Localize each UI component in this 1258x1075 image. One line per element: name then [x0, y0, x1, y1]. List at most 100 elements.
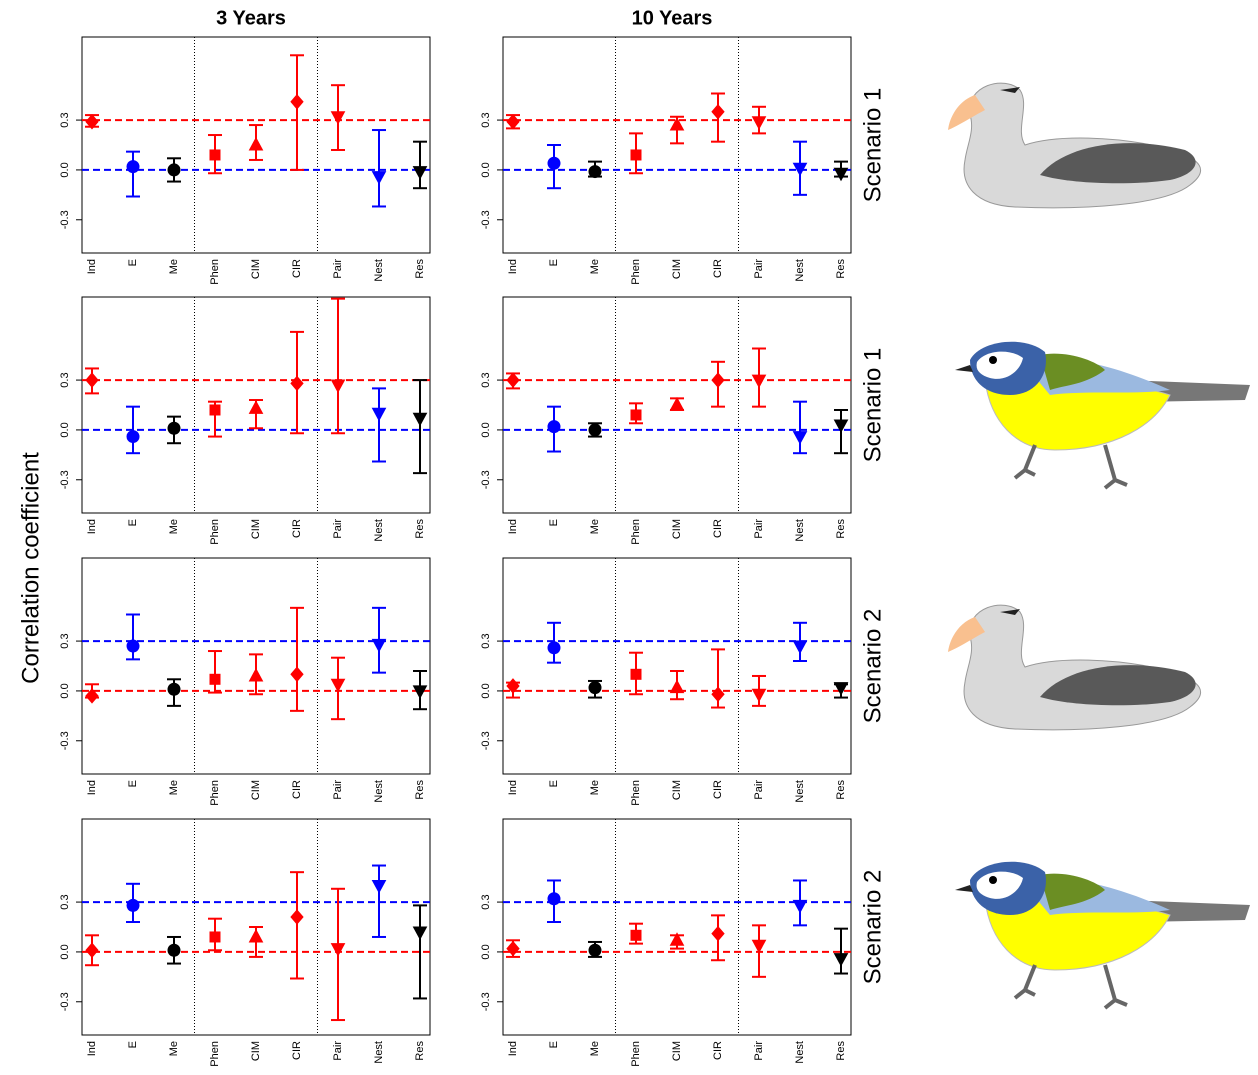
row-label: Scenario 2: [859, 609, 886, 724]
x-tick-label: CIR: [291, 780, 303, 799]
y-tick-label: 0.3: [59, 633, 71, 648]
x-tick-label: CIR: [712, 259, 724, 278]
x-tick-label: Me: [168, 780, 180, 795]
y-tick-label: 0.0: [480, 683, 492, 698]
x-tick-label: Me: [589, 780, 601, 795]
point: [589, 682, 601, 694]
point: [794, 900, 807, 912]
point: [414, 413, 427, 425]
point: [86, 943, 98, 957]
y-tick-label: -0.3: [59, 992, 71, 1011]
x-tick-label: Phen: [209, 259, 221, 285]
y-tick-label: 0.0: [59, 422, 71, 437]
point: [250, 138, 263, 150]
y-tick-label: -0.3: [59, 210, 71, 229]
point: [168, 944, 180, 956]
y-tick-label: 0.0: [59, 683, 71, 698]
point: [291, 376, 303, 390]
point: [250, 669, 263, 681]
blue-tit-illustration: [955, 862, 1250, 1008]
point: [210, 405, 220, 415]
x-tick-label: Ind: [507, 519, 519, 534]
point: [168, 422, 180, 434]
row-label: Scenario 2: [859, 870, 886, 985]
x-tick-label: Nest: [794, 780, 806, 803]
y-tick-label: 0.3: [59, 112, 71, 127]
x-tick-label: Me: [168, 259, 180, 274]
x-tick-label: CIR: [291, 519, 303, 538]
page: Correlation coefficient 3 Years10 YearsS…: [0, 0, 1258, 1075]
x-tick-label: Ind: [507, 259, 519, 274]
point: [548, 642, 560, 654]
y-tick-label: 0.0: [480, 422, 492, 437]
x-tick-label: Pair: [753, 780, 765, 800]
y-tick-label: 0.3: [59, 894, 71, 909]
x-tick-label: E: [127, 519, 139, 526]
x-tick-label: E: [127, 780, 139, 787]
point: [210, 932, 220, 942]
x-tick-label: Ind: [86, 1041, 98, 1056]
y-axis-title: Correlation coefficient: [17, 452, 44, 684]
point: [332, 679, 345, 691]
column-title: 3 Years: [216, 7, 286, 29]
row-label: Scenario 1: [859, 348, 886, 463]
x-tick-label: E: [548, 780, 560, 787]
x-tick-label: Res: [835, 259, 847, 279]
x-tick-label: Res: [414, 1041, 426, 1061]
y-tick-label: 0.3: [59, 372, 71, 387]
point: [753, 117, 766, 129]
x-tick-label: Pair: [332, 780, 344, 800]
plot-frame: [503, 819, 851, 1035]
x-tick-label: CIR: [712, 519, 724, 538]
y-tick-label: 0.0: [480, 944, 492, 959]
y-tick-label: -0.3: [480, 731, 492, 750]
x-tick-label: CIR: [291, 259, 303, 278]
x-tick-label: CIM: [250, 259, 262, 279]
point: [835, 954, 848, 966]
point: [631, 669, 641, 679]
figure: Correlation coefficient 3 Years10 YearsS…: [0, 0, 1258, 1075]
x-tick-label: Res: [414, 259, 426, 279]
x-tick-label: Me: [589, 519, 601, 534]
x-tick-label: Ind: [507, 1041, 519, 1056]
point: [86, 373, 98, 387]
x-tick-label: Nest: [794, 1041, 806, 1064]
x-tick-label: Pair: [753, 519, 765, 539]
y-tick-label: 0.0: [59, 944, 71, 959]
point: [210, 150, 220, 160]
x-tick-label: Res: [414, 519, 426, 539]
x-tick-label: Nest: [794, 259, 806, 282]
point: [373, 172, 386, 184]
x-tick-label: Phen: [630, 259, 642, 285]
point: [589, 166, 601, 178]
point: [127, 640, 139, 652]
x-tick-label: Pair: [332, 259, 344, 279]
x-tick-label: CIR: [712, 780, 724, 799]
x-tick-label: Nest: [373, 259, 385, 282]
x-tick-label: Me: [589, 259, 601, 274]
point: [373, 639, 386, 651]
x-tick-label: E: [127, 1041, 139, 1048]
point: [332, 112, 345, 124]
x-tick-label: Nest: [373, 780, 385, 803]
point: [589, 944, 601, 956]
y-tick-label: 0.0: [59, 162, 71, 177]
x-tick-label: Phen: [209, 1041, 221, 1067]
point: [835, 683, 848, 695]
x-tick-label: Phen: [630, 1041, 642, 1067]
point: [127, 899, 139, 911]
y-tick-label: 0.0: [480, 162, 492, 177]
point: [671, 398, 684, 410]
row-label: Scenario 1: [859, 88, 886, 203]
point: [168, 683, 180, 695]
point: [712, 927, 724, 941]
point: [589, 424, 601, 436]
y-tick-label: 0.3: [480, 633, 492, 648]
plot-frame: [503, 558, 851, 774]
x-tick-label: Nest: [373, 1041, 385, 1064]
point: [250, 930, 263, 942]
point: [291, 667, 303, 681]
point: [414, 927, 427, 939]
y-tick-label: -0.3: [480, 210, 492, 229]
point: [250, 401, 263, 413]
